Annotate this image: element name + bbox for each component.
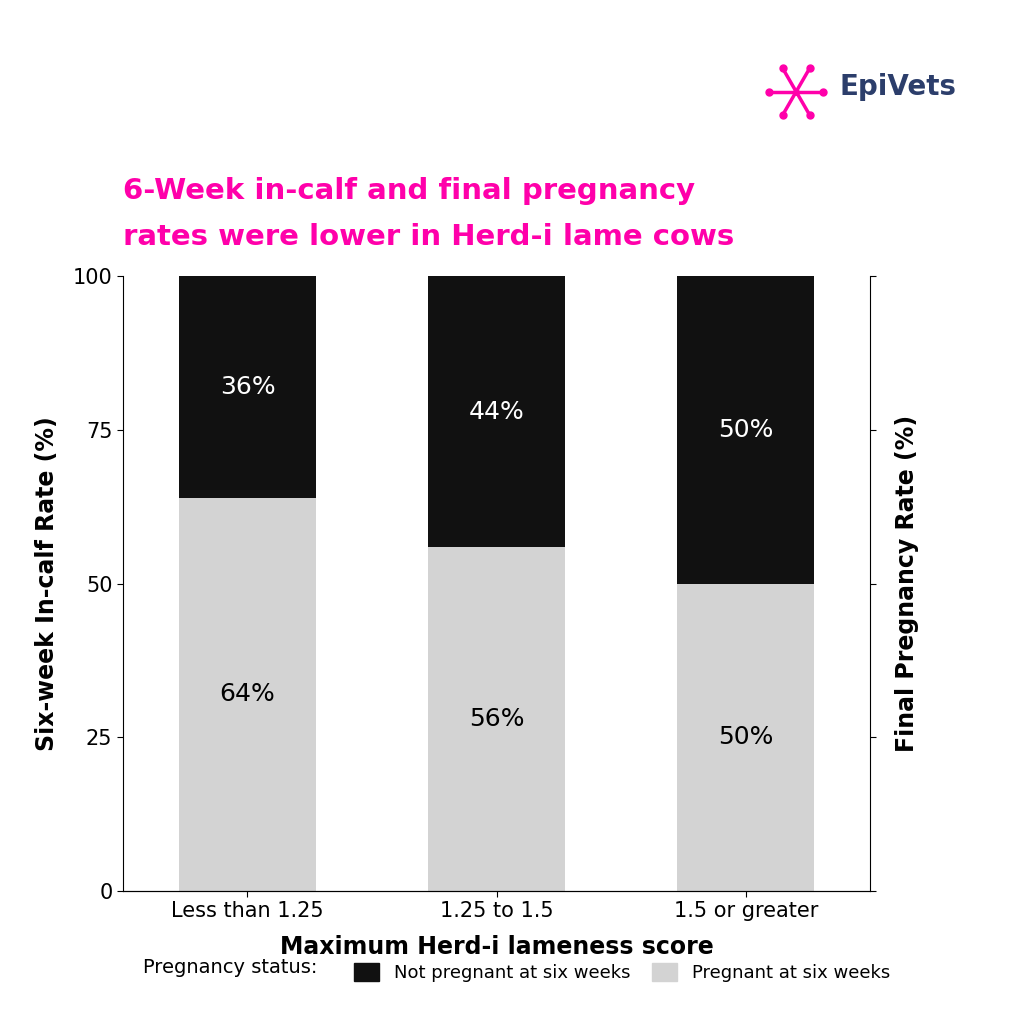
X-axis label: Maximum Herd-i lameness score: Maximum Herd-i lameness score	[280, 935, 714, 959]
Text: Pregnancy status:: Pregnancy status:	[143, 958, 317, 977]
Text: 36%: 36%	[220, 375, 275, 399]
Text: rates were lower in Herd-i lame cows: rates were lower in Herd-i lame cows	[123, 223, 734, 251]
Y-axis label: Six-week In-calf Rate (%): Six-week In-calf Rate (%)	[35, 417, 58, 751]
Bar	[179, 276, 316, 498]
Text: EpiVets: EpiVets	[840, 73, 956, 101]
Bar	[428, 276, 565, 547]
Bar	[179, 498, 316, 891]
Bar	[677, 276, 814, 584]
Text: 50%: 50%	[718, 725, 773, 750]
Text: 64%: 64%	[219, 682, 275, 707]
Legend: Not pregnant at six weeks, Pregnant at six weeks: Not pregnant at six weeks, Pregnant at s…	[347, 956, 897, 989]
Text: 44%: 44%	[469, 399, 524, 424]
Text: 50%: 50%	[718, 418, 773, 442]
Bar	[428, 547, 565, 891]
Text: 6-Week in-calf and final pregnancy: 6-Week in-calf and final pregnancy	[123, 177, 695, 205]
Text: 56%: 56%	[469, 707, 524, 731]
Bar	[677, 584, 814, 891]
Y-axis label: Final Pregnancy Rate (%): Final Pregnancy Rate (%)	[895, 415, 919, 753]
